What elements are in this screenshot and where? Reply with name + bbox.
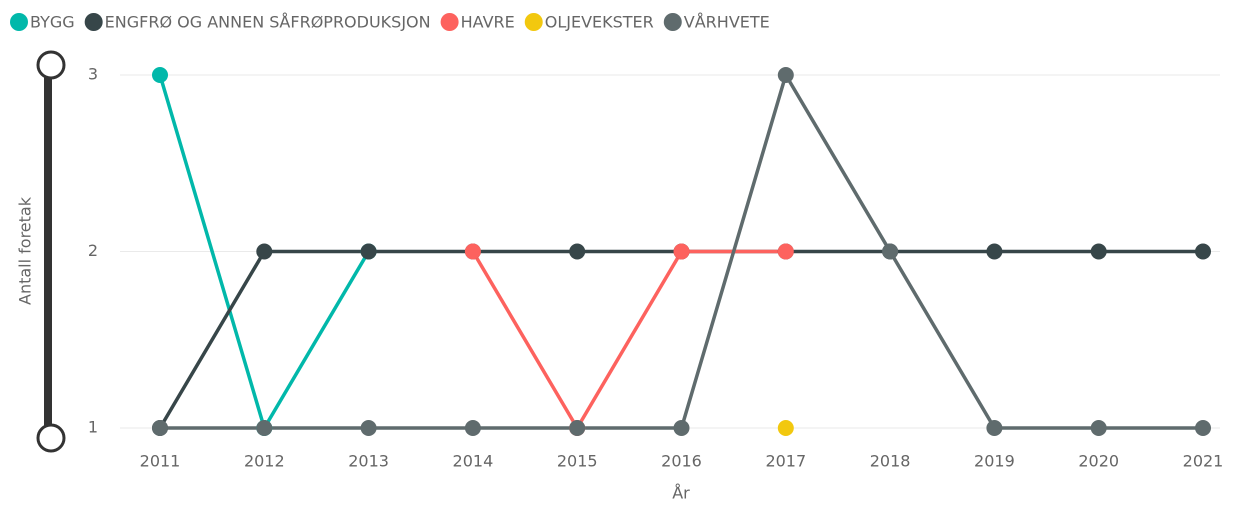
range-slider-handle[interactable] — [36, 423, 66, 453]
data-point — [777, 420, 794, 436]
x-tick-label: 2017 — [765, 452, 806, 471]
data-point — [569, 420, 586, 436]
legend-label[interactable]: VÅRHVETE — [684, 13, 770, 32]
x-tick-label: 2021 — [1183, 452, 1224, 471]
data-point — [986, 420, 1003, 436]
data-point — [152, 420, 168, 436]
legend-marker[interactable] — [440, 13, 459, 31]
x-tick-label: 2013 — [348, 452, 389, 471]
data-point — [1090, 420, 1107, 436]
x-tick-label: 2011 — [140, 452, 181, 471]
data-point — [464, 420, 481, 436]
y-axis-title: Antall foretak — [16, 196, 35, 305]
y-tick-label: 2 — [88, 241, 98, 260]
data-point — [986, 243, 1003, 260]
data-point — [1090, 243, 1107, 260]
x-tick-label: 2018 — [870, 452, 911, 471]
x-tick-label: 2012 — [244, 452, 285, 471]
data-point — [256, 243, 273, 260]
x-axis-title: År — [672, 484, 690, 503]
x-tick-label: 2014 — [453, 452, 494, 471]
range-slider-handle[interactable] — [36, 50, 66, 80]
data-point — [673, 420, 690, 436]
legend-marker[interactable] — [10, 13, 28, 31]
legend-label[interactable]: OLJEVEKSTER — [545, 13, 654, 32]
data-point — [1195, 243, 1211, 260]
legend-marker[interactable] — [524, 13, 543, 31]
data-point — [256, 420, 273, 436]
x-tick-label: 2016 — [661, 452, 702, 471]
data-point — [360, 420, 377, 436]
data-point — [777, 67, 794, 83]
data-point — [152, 67, 168, 83]
series-line — [471, 249, 786, 430]
data-point — [882, 243, 899, 260]
x-tick-label: 2019 — [974, 452, 1015, 471]
y-tick-label: 1 — [88, 418, 98, 437]
y-tick-label: 3 — [88, 65, 98, 84]
legend-marker[interactable] — [663, 13, 682, 31]
data-point — [777, 243, 794, 260]
legend-label[interactable]: BYGG — [30, 13, 75, 32]
data-point — [1195, 420, 1211, 436]
data-point — [360, 243, 377, 260]
legend-label[interactable]: ENGFRØ OG ANNEN SÅFRØPRODUKSJON — [105, 13, 431, 32]
legend-marker[interactable] — [84, 13, 103, 31]
data-point — [464, 243, 481, 260]
x-tick-label: 2020 — [1078, 452, 1119, 471]
data-point — [569, 243, 586, 260]
legend-label[interactable]: HAVRE — [461, 13, 515, 32]
data-point — [673, 243, 690, 260]
x-tick-label: 2015 — [557, 452, 598, 471]
